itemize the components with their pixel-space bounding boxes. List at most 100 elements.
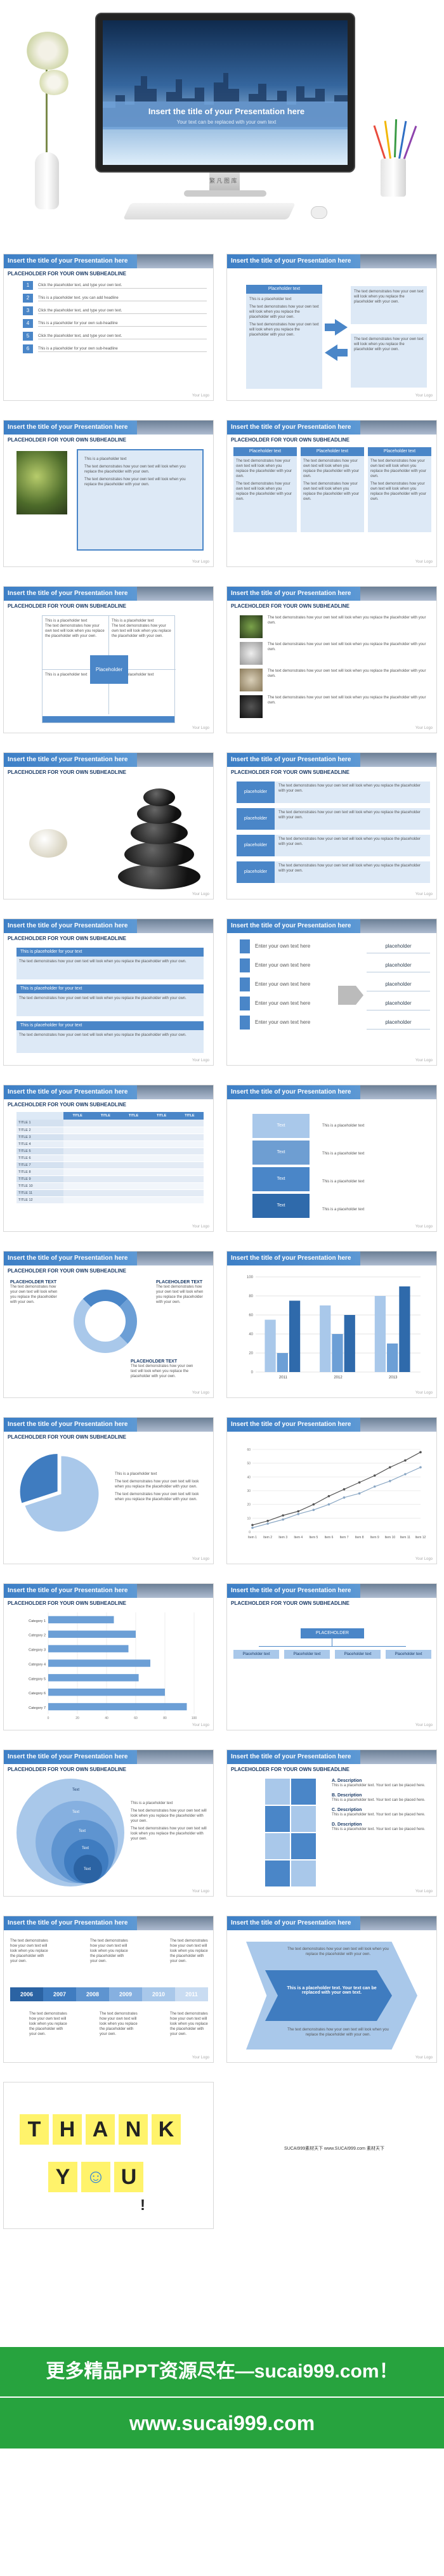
bullet-text: The text demonstrates how your own text … [370,482,427,501]
item-number: 2 [23,294,33,303]
monitor-base [184,190,266,197]
step-label: placeholder [237,808,275,830]
slide-text-boxes: Insert the title of your Presentation he… [3,919,214,1066]
row-label: TITLE 12 [16,1196,64,1204]
process-step: placeholder The text demonstrates how you… [237,861,430,883]
bullet-text: The text demonstrates how your own text … [90,1939,128,1963]
list-item: The text demonstrates how your own text … [240,669,430,691]
item-title: Description [337,1822,362,1827]
table-row: TITLE 5 [16,1147,204,1155]
bullet-text: This is a placeholder text [45,673,88,677]
slide-org-chart: Insert the title of your Presentation he… [226,1583,437,1730]
text-box: This is a placeholder text The text demo… [77,449,204,551]
slide-puzzle: Insert the title of your Presentation he… [226,1749,437,1897]
data-point [327,1503,330,1506]
slide-title: Insert the title of your Presentation he… [8,1587,128,1594]
table-cell [119,1141,148,1148]
bullet-text: The text demonstrates how your own text … [84,478,186,487]
column-header: Placeholder text [233,447,297,456]
table-cell [175,1154,204,1162]
data-point [419,1451,422,1454]
table-row: TITLE 12 [16,1196,204,1204]
year-label: 2006 [10,1987,43,2001]
slide-chevron: Insert the title of your Presentation he… [226,1916,437,2063]
item-number: 3 [23,306,33,315]
year-label: 2007 [43,1987,76,2001]
promo-link[interactable]: www.sucai999.com [129,2412,315,2435]
table-row: TITLE 7 [16,1161,204,1169]
circle-label: Text [72,1788,80,1792]
row-label: TITLE 8 [16,1168,64,1176]
table-cell [175,1141,204,1148]
bullet-text: This is a placeholder text [131,1801,173,1805]
slide-title: Insert the title of your Presentation he… [8,1255,128,1262]
callout-title: PLACEHOLDER TEXT [131,1359,178,1364]
step-label: placeholder [237,835,275,856]
tick-label: 80 [163,1716,167,1720]
bullet-text: The text demonstrates how your own text … [278,837,421,846]
table-cell [91,1120,120,1127]
table-cell [147,1182,176,1190]
org-top-node: PLACEHOLDER [301,1628,364,1638]
slide-title: Insert the title of your Presentation he… [231,1255,351,1262]
data-point [373,1474,376,1477]
process-step: placeholder The text demonstrates how you… [237,835,430,856]
item-letter: D [332,1822,336,1827]
slide-title: Insert the title of your Presentation he… [231,1753,351,1760]
row-label: TITLE 9 [16,1175,64,1183]
slide-title: Insert the title of your Presentation he… [231,922,351,929]
promo-banner-url[interactable]: www.sucai999.com [0,2398,444,2449]
slide-cubes: Insert the title of your Presentation he… [226,1085,437,1232]
description-item: C. Description This is a placeholder text… [332,1808,430,1817]
list-item: The text demonstrates how your own text … [240,695,430,718]
slide-table: Insert the title of your Presentation he… [3,1085,214,1232]
slide-title: Insert the title of your Presentation he… [8,1919,128,1926]
header-city-image [137,1252,213,1265]
data-point [312,1503,315,1506]
table-cell [91,1127,120,1134]
slide-image-text: Insert the title of your Presentation he… [3,420,214,567]
table-cell [147,1127,176,1134]
header-city-image [137,587,213,601]
year-label: 2009 [109,1987,142,2001]
data-point [266,1522,269,1525]
item-text: This is a placeholder for your own sub-h… [38,346,207,352]
table-row: TITLE 3 [16,1134,204,1141]
header-city-image [360,421,436,435]
org-child-node: Placeholder text [284,1650,330,1659]
pie-chart [20,1453,100,1533]
item-title: Description [337,1779,362,1783]
bullet-text: This is a placeholder text [249,297,292,301]
hero-title-band [103,101,348,129]
data-point [419,1466,422,1468]
bar [387,1344,398,1372]
table-cell [119,1134,148,1141]
category-label: Category 5 [29,1677,46,1681]
line-chart: 0 10 20 30 40 50 60 Item 1 Item 2 Item 3 Item 4 Ite… [247,1448,426,1540]
list-item: Enter your own text here [240,1016,335,1030]
thumbnail-image [240,615,263,638]
bullet-text: The text demonstrates how your own text … [268,696,426,705]
bullet-text: The text demonstrates how your own text … [278,864,421,873]
tick-label: 0 [251,1371,254,1375]
list-item: 1 Click the placeholder text, and type yo… [23,281,207,290]
item-text: This is a placeholder text. Your text ca… [332,1813,426,1817]
table-cell [147,1154,176,1162]
list-item: Enter your own text here [240,997,335,1010]
header-city-image [360,753,436,767]
column-header: Placeholder text [301,447,364,456]
category-label: 2013 [389,1376,398,1380]
category-label: Category 7 [29,1706,46,1710]
data-point [266,1519,269,1522]
placeholder-label: placeholder [367,997,430,1010]
white-stone-image [29,829,67,858]
row-label: TITLE 7 [16,1161,64,1169]
tick-label: 60 [134,1716,138,1720]
item-number: 4 [23,319,33,328]
bullet-text: The text demonstrates how your own text … [19,997,186,1000]
table-cell [119,1161,148,1169]
bullet-text: This is a placeholder text [115,1472,157,1476]
data-table: TITLE TITLE TITLE TITLE TITLE TITLE 1 TIT… [16,1112,204,1204]
bar [374,1296,386,1372]
table-cell [91,1189,120,1197]
